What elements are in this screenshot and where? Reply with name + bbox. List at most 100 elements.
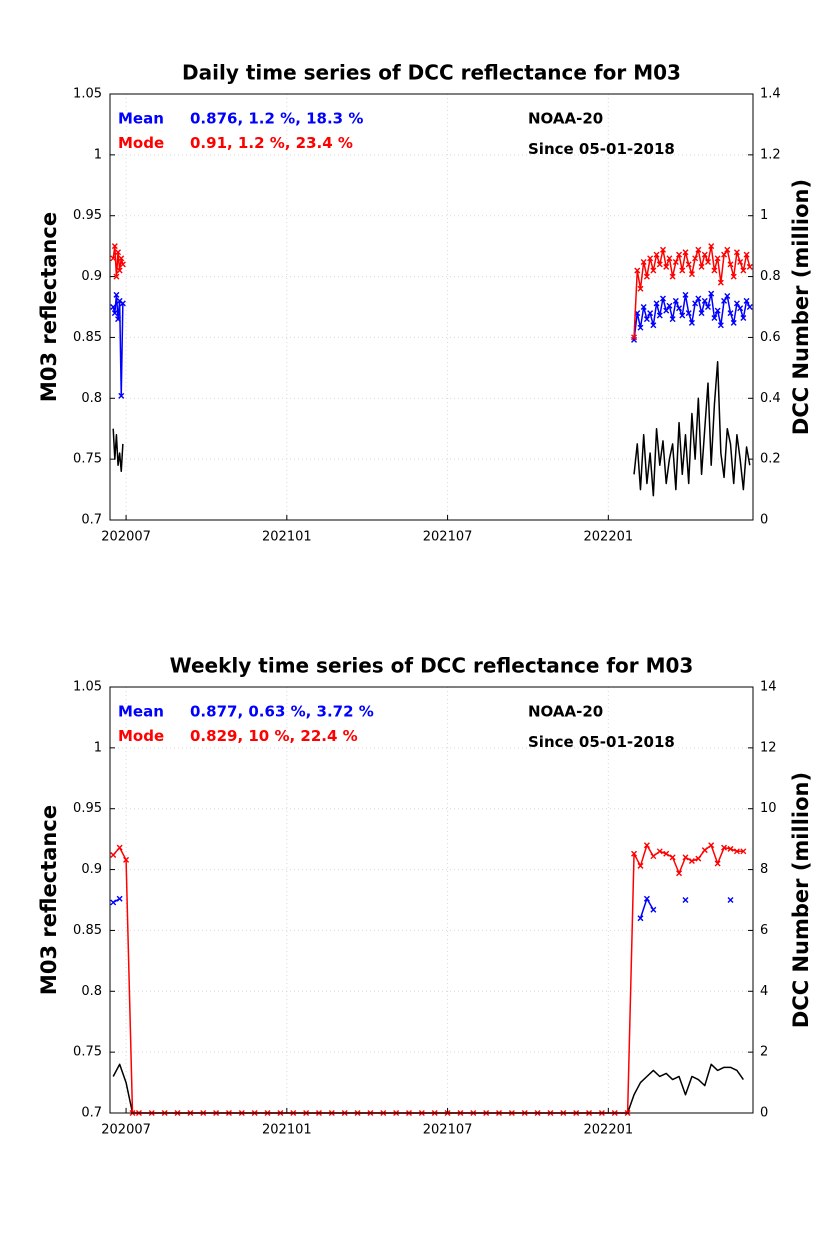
point-marker (682, 291, 689, 298)
y2-tick-label: 0.2 (760, 452, 781, 467)
y-tick-label: 0.7 (81, 1106, 102, 1121)
point-marker (688, 858, 695, 865)
x-tick-label: 202201 (584, 1123, 634, 1138)
point-marker (110, 851, 117, 858)
point-marker (682, 249, 689, 256)
legend-label: Mean (118, 703, 164, 721)
point-marker (650, 853, 657, 860)
point-marker (685, 310, 692, 317)
point-marker (733, 300, 740, 307)
y2-tick-label: 2 (760, 1045, 768, 1060)
point-marker (111, 243, 118, 250)
annotation: NOAA-20 (528, 703, 603, 721)
x-tick-label: 202101 (262, 530, 312, 545)
point-marker (637, 862, 644, 869)
point-marker (110, 255, 117, 262)
y2-tick-label: 1.2 (760, 147, 781, 162)
point-marker (743, 297, 750, 304)
y-tick-label: 0.75 (73, 452, 102, 467)
point-marker (688, 319, 695, 326)
x-tick-label: 202007 (101, 1123, 151, 1138)
point-marker (682, 854, 689, 861)
x-tick-label: 202201 (584, 530, 634, 545)
point-marker (110, 899, 117, 906)
point-marker (730, 273, 737, 280)
point-marker (695, 855, 702, 862)
point-marker (721, 251, 728, 258)
point-marker (704, 304, 711, 310)
point-marker (701, 847, 708, 854)
point-marker (743, 251, 750, 258)
point-marker (643, 316, 650, 323)
point-marker (650, 906, 657, 913)
point-marker (740, 267, 747, 274)
point-marker (115, 249, 122, 256)
point-marker (733, 848, 740, 855)
legend-label: Mean (118, 110, 164, 128)
point-marker (676, 251, 683, 258)
point-marker (695, 295, 702, 302)
point-marker (119, 261, 126, 268)
point-marker (695, 246, 702, 253)
point-marker (650, 322, 657, 329)
legend-label: Mode (118, 727, 164, 745)
point-marker (647, 255, 654, 262)
point-marker (708, 842, 715, 849)
point-marker (669, 316, 676, 323)
point-marker (721, 844, 728, 851)
point-marker (740, 848, 747, 855)
point-marker (679, 267, 686, 274)
y2-tick-label: 0.4 (760, 391, 781, 406)
point-marker (663, 850, 670, 857)
y-tick-label: 0.9 (81, 269, 102, 284)
point-marker (656, 848, 663, 855)
point-marker (701, 251, 708, 258)
point-marker (653, 251, 660, 258)
y2-tick-label: 6 (760, 923, 768, 938)
point-marker (714, 307, 721, 314)
point-marker (711, 267, 718, 274)
y-tick-label: 0.85 (73, 330, 102, 345)
chart: 202007 202101 202107 202201 0.7 0.75 0.8 0.85 0.… (37, 61, 813, 545)
legend-stats: 0.877, 0.63 %, 3.72 % (190, 703, 374, 721)
point-marker (650, 267, 657, 274)
point-marker (676, 870, 683, 877)
point-marker (669, 273, 676, 280)
plot-frame (109, 93, 754, 521)
y-tick-label: 0.95 (73, 801, 102, 816)
point-marker (682, 897, 689, 903)
y2-axis-label: DCC Number (million) (789, 179, 813, 435)
point-marker (714, 255, 721, 262)
point-marker (737, 305, 744, 312)
point-marker (663, 307, 670, 314)
point-marker (110, 304, 117, 310)
point-marker (640, 258, 647, 265)
point-marker (746, 304, 753, 310)
y2-tick-label: 0.6 (760, 330, 781, 345)
point-marker (637, 915, 644, 922)
legend-stats: 0.829, 10 %, 22.4 % (190, 727, 358, 745)
point-marker (727, 897, 734, 903)
point-marker (643, 273, 650, 280)
point-marker (659, 246, 666, 253)
point-marker (676, 305, 683, 312)
chart-title: Daily time series of DCC reflectance for… (182, 61, 681, 85)
y2-tick-label: 14 (760, 680, 777, 695)
y2-tick-label: 10 (760, 801, 777, 816)
point-marker (666, 255, 673, 262)
series-line (112, 361, 751, 497)
point-marker (653, 300, 660, 307)
point-marker (733, 249, 740, 256)
y2-axis-label: DCC Number (million) (789, 772, 813, 1028)
y2-tick-label: 0.8 (760, 269, 781, 284)
annotation: Since 05-01-2018 (528, 140, 675, 158)
point-marker (727, 845, 734, 852)
y-tick-label: 1.05 (73, 680, 102, 695)
y-tick-label: 0.9 (81, 862, 102, 877)
point-marker (666, 302, 673, 309)
point-marker (727, 310, 734, 317)
point-marker (672, 297, 679, 304)
y2-tick-label: 0 (760, 513, 768, 528)
point-marker (631, 334, 638, 341)
